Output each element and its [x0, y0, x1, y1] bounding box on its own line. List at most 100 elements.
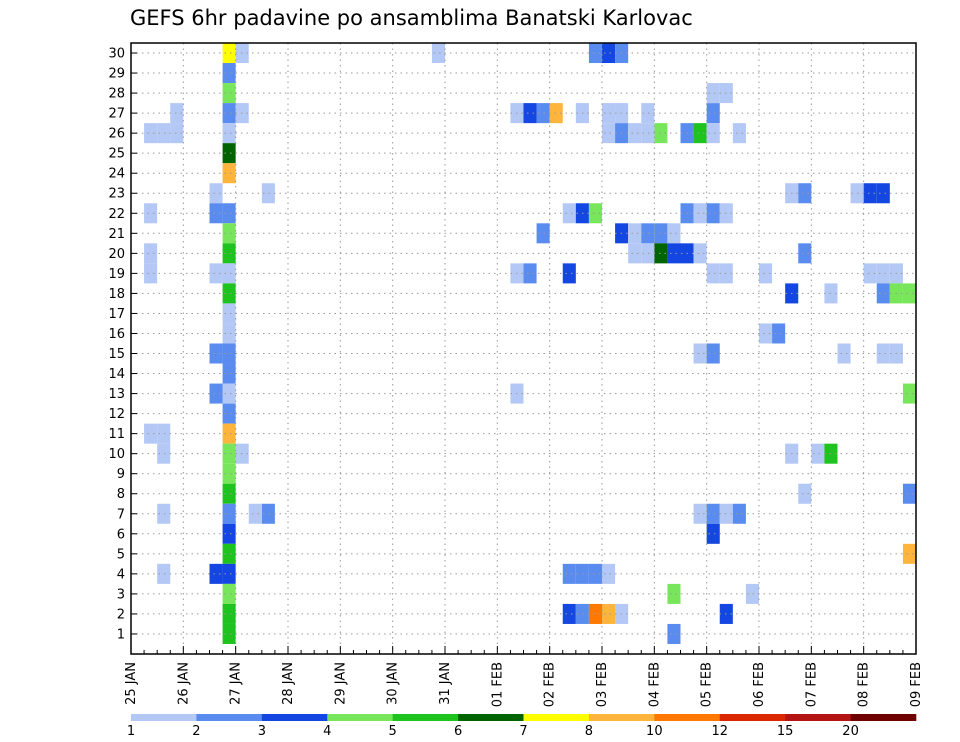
heat-cell	[588, 43, 602, 64]
heat-cell	[654, 243, 668, 264]
legend-swatch	[850, 714, 917, 721]
y-tick-label: 9	[117, 467, 125, 482]
x-tick-label: 31 JAN	[438, 662, 453, 705]
heat-cell	[222, 563, 236, 584]
heat-cell	[222, 103, 236, 124]
heat-cell	[706, 83, 720, 104]
legend-label: 8	[585, 724, 593, 739]
x-tick-label: 03 FEB	[595, 662, 610, 707]
heat-cell	[209, 263, 223, 284]
heat-cell	[602, 103, 616, 124]
heat-cell	[222, 443, 236, 464]
heat-cell	[876, 283, 890, 304]
x-axis: 25 JAN 26 JAN 27 JAN 28 JAN 29 JAN 30 JAN 31 J…	[124, 646, 924, 707]
heat-cell	[706, 203, 720, 224]
y-tick-label: 4	[117, 567, 125, 582]
chart-title: GEFS 6hr padavine po ansamblima Banatski…	[130, 6, 693, 30]
heat-cell	[628, 243, 642, 264]
heat-cell	[706, 103, 720, 124]
heat-cell	[222, 403, 236, 424]
y-tick-label: 10	[108, 447, 125, 462]
heat-cell	[144, 263, 158, 284]
y-tick-label: 11	[108, 427, 125, 442]
heat-cell	[144, 243, 158, 264]
y-tick-label: 17	[108, 307, 125, 322]
x-tick-label: 27 JAN	[229, 662, 244, 705]
heat-cell	[628, 223, 642, 244]
heat-cell	[536, 223, 550, 244]
legend-label: 12	[711, 724, 728, 739]
heat-cell	[222, 43, 236, 64]
heat-cell	[745, 583, 759, 604]
heat-cell	[157, 443, 171, 464]
legend-swatch	[785, 714, 851, 721]
x-tick-label: 08 FEB	[857, 662, 872, 707]
y-tick-label: 26	[108, 127, 125, 142]
heat-cell	[562, 603, 576, 624]
legend: 1 2 3 4 5 6 7 8 10 12 15 20	[127, 714, 917, 739]
legend-swatch	[327, 714, 393, 721]
x-tick-label: 01 FEB	[490, 662, 505, 707]
heat-cell	[798, 183, 812, 204]
heat-cell	[144, 423, 158, 444]
heat-cell	[732, 503, 746, 524]
heat-cell	[523, 103, 537, 124]
heat-cell	[759, 323, 773, 344]
legend-swatch	[131, 714, 197, 721]
legend-swatch	[392, 714, 459, 721]
y-tick-label: 22	[108, 207, 125, 222]
heat-cell	[602, 123, 616, 144]
heat-cell	[170, 103, 184, 124]
heat-cell	[222, 523, 236, 544]
y-tick-label: 29	[108, 67, 125, 82]
plot-frame	[130, 42, 917, 655]
heat-cell	[222, 323, 236, 344]
y-tick-label: 2	[117, 607, 125, 622]
heat-cell	[602, 563, 616, 584]
heat-cell	[641, 123, 655, 144]
heat-cell	[209, 203, 223, 224]
x-tick-label: 05 FEB	[700, 662, 715, 707]
heat-cell	[144, 123, 158, 144]
heat-cell	[222, 623, 236, 644]
heat-cell	[562, 203, 576, 224]
legend-label: 15	[777, 724, 794, 739]
heat-cell	[209, 183, 223, 204]
heat-cell	[157, 423, 171, 444]
heat-cell	[902, 483, 916, 504]
y-tick-label: 5	[117, 547, 125, 562]
legend-label: 10	[646, 724, 663, 739]
heat-cell	[706, 343, 720, 364]
y-tick-label: 7	[117, 507, 125, 522]
heat-cell	[693, 203, 707, 224]
y-tick-label: 15	[108, 347, 125, 362]
y-tick-label: 18	[108, 287, 125, 302]
heat-cell	[641, 103, 655, 124]
heat-cell	[222, 423, 236, 444]
heat-cell	[157, 123, 171, 144]
x-tick-label: 07 FEB	[804, 662, 819, 707]
heat-cell	[602, 603, 616, 624]
heat-cell	[562, 563, 576, 584]
heat-cell	[222, 343, 236, 364]
heat-cell	[811, 443, 825, 464]
heat-cell	[902, 383, 916, 404]
heat-cell	[248, 503, 262, 524]
x-tick-label: 04 FEB	[647, 662, 662, 707]
heat-cell	[732, 123, 746, 144]
heat-cell	[602, 43, 616, 64]
heat-cell	[863, 263, 877, 284]
heat-cell	[222, 463, 236, 484]
y-tick-label: 21	[108, 227, 125, 242]
legend-swatch	[588, 714, 655, 721]
heat-cell	[641, 243, 655, 264]
legend-swatch	[654, 714, 721, 721]
heat-cell	[209, 383, 223, 404]
legend-label: 5	[389, 724, 397, 739]
y-tick-label: 19	[108, 267, 125, 282]
legend-swatch	[196, 714, 263, 721]
y-tick-label: 6	[117, 527, 125, 542]
x-tick-label: 02 FEB	[543, 662, 558, 707]
heat-cell	[222, 83, 236, 104]
